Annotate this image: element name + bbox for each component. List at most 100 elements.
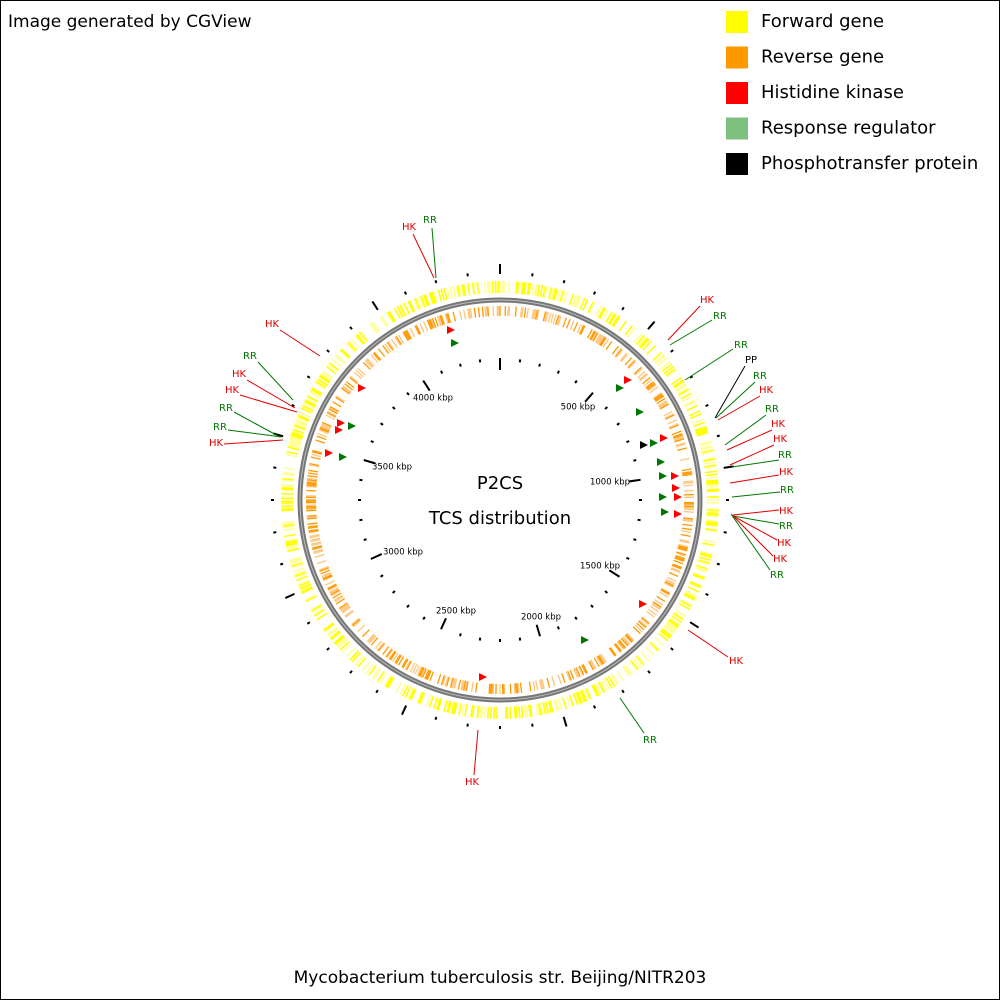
forward-gene xyxy=(607,313,616,325)
feature-leader xyxy=(730,513,771,571)
forward-gene xyxy=(298,582,311,589)
reverse-gene xyxy=(392,652,399,662)
forward-gene xyxy=(549,287,554,300)
reverse-gene xyxy=(326,411,337,418)
forward-gene xyxy=(397,305,405,317)
reverse-gene xyxy=(670,567,681,573)
forward-gene xyxy=(661,363,673,373)
reverse-gene xyxy=(329,405,340,412)
forward-gene xyxy=(476,705,480,718)
forward-gene xyxy=(422,294,429,307)
reverse-gene xyxy=(573,668,579,679)
reverse-gene xyxy=(533,309,537,320)
forward-gene xyxy=(311,605,323,613)
reverse-gene xyxy=(659,403,670,410)
forward-gene xyxy=(624,664,634,675)
reverse-gene xyxy=(642,376,651,385)
forward-gene xyxy=(665,623,676,632)
forward-gene xyxy=(346,647,356,658)
forward-gene xyxy=(672,612,684,621)
feature-label: RR xyxy=(778,450,792,461)
forward-gene xyxy=(362,660,371,672)
forward-gene xyxy=(578,691,585,703)
reverse-gene xyxy=(536,309,540,320)
forward-gene xyxy=(509,706,512,719)
reverse-gene xyxy=(332,401,342,408)
tcs-marker xyxy=(672,484,680,492)
forward-gene xyxy=(575,296,582,308)
reverse-gene xyxy=(444,313,449,324)
forward-gene xyxy=(430,291,436,304)
forward-gene xyxy=(696,430,709,436)
reverse-gene xyxy=(420,667,426,678)
feature-label: HK xyxy=(773,434,788,445)
forward-gene xyxy=(684,592,696,600)
reverse-gene xyxy=(314,553,325,558)
reverse-gene xyxy=(321,421,332,427)
forward-gene xyxy=(706,485,719,488)
reverse-gene xyxy=(335,396,345,404)
reverse-gene xyxy=(594,333,602,343)
forward-gene xyxy=(403,302,410,315)
reverse-gene xyxy=(409,662,416,673)
reverse-gene xyxy=(350,617,360,626)
reverse-gene xyxy=(317,433,328,438)
reverse-gene xyxy=(683,480,694,483)
forward-gene xyxy=(287,444,300,450)
forward-gene xyxy=(285,540,298,545)
reverse-gene xyxy=(404,330,411,340)
forward-gene xyxy=(668,618,680,627)
reverse-gene xyxy=(639,373,649,382)
forward-gene xyxy=(282,473,295,477)
outer-tick xyxy=(562,279,566,284)
forward-gene xyxy=(289,437,302,443)
forward-gene xyxy=(542,285,547,298)
feature-leader xyxy=(726,429,773,451)
forward-gene xyxy=(588,302,596,314)
forward-gene xyxy=(305,595,317,603)
forward-gene xyxy=(387,311,395,323)
center-subtitle: TCS distribution xyxy=(428,508,571,529)
forward-gene xyxy=(400,304,408,316)
forward-gene xyxy=(556,289,562,302)
forward-gene xyxy=(699,552,712,557)
forward-gene xyxy=(683,593,696,601)
forward-gene xyxy=(297,414,310,421)
forward-gene xyxy=(579,297,586,310)
legend-label: Phosphotransfer protein xyxy=(761,153,978,174)
reverse-gene xyxy=(578,665,585,676)
forward-gene xyxy=(370,322,379,334)
outer-tick xyxy=(284,592,295,599)
forward-gene xyxy=(282,522,295,526)
feature-leader xyxy=(227,429,283,438)
forward-gene xyxy=(618,320,627,332)
reverse-gene xyxy=(663,582,674,589)
forward-gene xyxy=(563,291,569,304)
forward-gene xyxy=(301,587,314,594)
forward-gene xyxy=(424,293,430,306)
forward-gene xyxy=(297,415,309,422)
reverse-gene xyxy=(459,310,463,321)
reverse-gene xyxy=(452,678,457,689)
reverse-gene xyxy=(319,427,330,433)
forward-gene xyxy=(655,355,666,365)
reverse-gene xyxy=(591,331,598,341)
reverse-gene xyxy=(372,352,381,362)
forward-gene xyxy=(355,334,365,345)
reverse-gene xyxy=(306,480,317,483)
forward-gene xyxy=(586,687,593,700)
reverse-gene xyxy=(649,386,659,394)
forward-gene xyxy=(293,570,306,576)
reverse-gene xyxy=(565,318,571,329)
forward-gene xyxy=(507,281,510,294)
reverse-gene xyxy=(682,519,693,523)
scale-label: 2000 kbp xyxy=(521,613,561,623)
forward-gene xyxy=(408,688,416,700)
reverse-gene xyxy=(427,319,433,330)
reverse-gene xyxy=(514,306,517,317)
reverse-gene xyxy=(429,318,435,329)
forward-gene xyxy=(461,284,465,297)
forward-gene xyxy=(638,337,649,348)
forward-gene xyxy=(600,680,608,692)
forward-gene xyxy=(572,693,579,706)
